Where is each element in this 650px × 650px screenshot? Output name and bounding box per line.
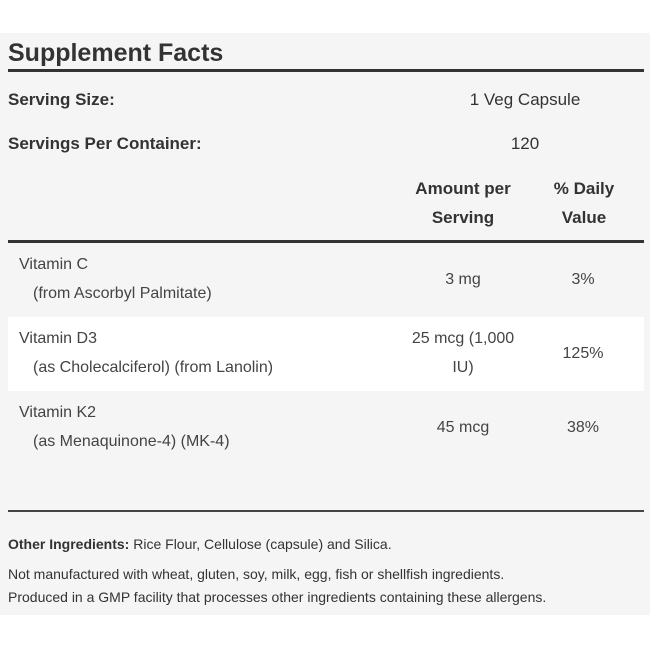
dv-cell: 3% xyxy=(571,271,595,288)
nutrient-source: (as Cholecalciferol) (from Lanolin) xyxy=(33,359,274,376)
nutrient-source: (from Ascorbyl Palmitate) xyxy=(33,285,212,302)
amount-line1: 25 mcg (1,000 xyxy=(411,330,515,347)
nutrient-cell: Vitamin K2 (as Menaquinone-4) (MK-4) xyxy=(19,398,230,456)
table-row: Vitamin K2 (as Menaquinone-4) (MK-4) 45 … xyxy=(8,391,644,465)
serving-size-label: Serving Size: xyxy=(8,90,115,109)
nutrient-name: Vitamin C xyxy=(19,256,89,273)
nutrient-source: (as Menaquinone-4) (MK-4) xyxy=(33,433,230,450)
other-ingredients-value: Rice Flour, Cellulose (capsule) and Sili… xyxy=(133,536,392,552)
dv-cell: 125% xyxy=(562,345,604,362)
table-row: Vitamin D3 (as Cholecalciferol) (from La… xyxy=(8,317,644,391)
allergen-line-1: Not manufactured with wheat, gluten, soy… xyxy=(8,566,505,582)
other-ingredients: Other Ingredients: Rice Flour, Cellulose… xyxy=(8,533,644,556)
dv-header-line1: % Daily xyxy=(553,179,615,198)
dv-header-line2: Value xyxy=(561,208,607,227)
nutrient-cell: Vitamin D3 (as Cholecalciferol) (from La… xyxy=(19,324,273,382)
servings-per-container-value: 120 xyxy=(510,134,540,153)
serving-size-value: 1 Veg Capsule xyxy=(469,90,581,109)
daily-value-header: % Daily Value xyxy=(538,174,630,232)
allergen-statement: Not manufactured with wheat, gluten, soy… xyxy=(8,563,644,609)
amount-cell: 45 mcg xyxy=(388,413,538,442)
amount-line1: 45 mcg xyxy=(436,419,490,436)
amount-header-line1: Amount per xyxy=(415,179,511,198)
header-divider xyxy=(8,240,644,243)
amount-cell: 3 mg xyxy=(388,265,538,294)
title-divider xyxy=(8,69,644,72)
amount-line1: 3 mg xyxy=(445,271,481,288)
table-row: Vitamin C (from Ascorbyl Palmitate) 3 mg… xyxy=(8,243,644,317)
page-title: Supplement Facts xyxy=(8,39,224,67)
other-ingredients-label: Other Ingredients: xyxy=(8,536,130,552)
amount-line2: IU) xyxy=(452,359,474,376)
nutrient-name: Vitamin K2 xyxy=(19,404,97,421)
allergen-line-2: Produced in a GMP facility that processe… xyxy=(8,589,547,605)
nutrient-cell: Vitamin C (from Ascorbyl Palmitate) xyxy=(19,250,212,308)
amount-cell: 25 mcg (1,000 IU) xyxy=(388,324,538,382)
nutrient-name: Vitamin D3 xyxy=(19,330,97,347)
dv-cell: 38% xyxy=(566,419,600,436)
footer-divider xyxy=(8,510,644,512)
amount-per-serving-header: Amount per Serving xyxy=(388,174,538,232)
servings-per-container-label: Servings Per Container: xyxy=(8,134,202,153)
amount-header-line2: Serving xyxy=(431,208,495,227)
